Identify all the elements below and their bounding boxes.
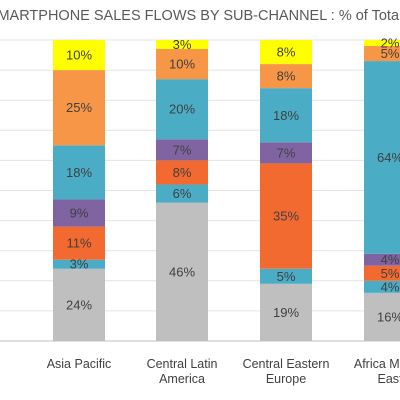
- data-label: 8%: [277, 69, 296, 84]
- bar-segment: [260, 163, 312, 269]
- data-label: 64%: [377, 150, 400, 165]
- bar-segment: [364, 265, 400, 281]
- bar-segment: [364, 253, 400, 266]
- data-label: 3%: [173, 37, 192, 52]
- bar-segment: [364, 46, 400, 62]
- category-label: Africa MiddleEast: [354, 357, 400, 386]
- bar-segment: [53, 259, 105, 269]
- bar-segment: [156, 160, 208, 185]
- data-label: 19%: [273, 305, 299, 320]
- bar-segment: [260, 142, 312, 164]
- bar-segment: [53, 40, 105, 71]
- data-label: 8%: [173, 165, 192, 180]
- bar-segment: [364, 61, 400, 254]
- data-label: 7%: [277, 145, 296, 160]
- data-label: 3%: [70, 257, 89, 272]
- data-label: 25%: [66, 100, 92, 115]
- bar-segment: [156, 79, 208, 140]
- bar-segment: [260, 283, 312, 341]
- data-label: 7%: [173, 142, 192, 157]
- category-label: Central Latin America: [147, 357, 218, 386]
- bars: [53, 40, 400, 341]
- data-label: 46%: [169, 264, 195, 279]
- data-labels: 24% 3% 11% 9% 18% 25% 10% 46% 6% 8% 7% 20% 10% 3% 19% 5…: [66, 36, 400, 325]
- bar-segment: [260, 64, 312, 89]
- data-label: 11%: [66, 236, 91, 251]
- bar-segment: [156, 49, 208, 80]
- bar-segment: [53, 268, 105, 341]
- bar-segment: [156, 202, 208, 341]
- data-label: 24%: [66, 297, 92, 312]
- data-label: 5%: [277, 269, 296, 284]
- bar-segment: [156, 184, 208, 203]
- data-label: 4%: [381, 252, 400, 267]
- data-label: 18%: [273, 108, 299, 123]
- bar-segment: [364, 280, 400, 293]
- bar-segment: [364, 40, 400, 47]
- data-label: 2%: [381, 36, 400, 51]
- bar-segment: [364, 292, 400, 341]
- data-label: 18%: [66, 165, 92, 180]
- data-label: 10%: [66, 48, 92, 63]
- bar-segment: [260, 88, 312, 143]
- bar-segment: [53, 70, 105, 146]
- bar-segment: [260, 268, 312, 284]
- data-label: 16%: [377, 309, 400, 324]
- bar-segment: [260, 40, 312, 65]
- category-label: Central Eastern Europe: [243, 357, 330, 386]
- data-label: 35%: [273, 209, 299, 224]
- data-label: 5%: [381, 46, 400, 61]
- data-label: 8%: [277, 45, 296, 60]
- bar-segment: [156, 139, 208, 161]
- data-label: 6%: [173, 186, 192, 201]
- bar-segment: [53, 145, 105, 200]
- category-label: Asia Pacific: [47, 357, 112, 371]
- data-label: 5%: [381, 266, 400, 281]
- data-label: 9%: [70, 206, 89, 221]
- data-label: 20%: [169, 102, 195, 117]
- chart-title: SMARTPHONE SALES FLOWS BY SUB-CHANNEL : …: [0, 8, 400, 24]
- bar-segment: [53, 226, 105, 260]
- bar-segment: [53, 199, 105, 227]
- data-label: 4%: [381, 279, 400, 294]
- bar-segment: [156, 40, 208, 50]
- data-label: 10%: [169, 57, 195, 72]
